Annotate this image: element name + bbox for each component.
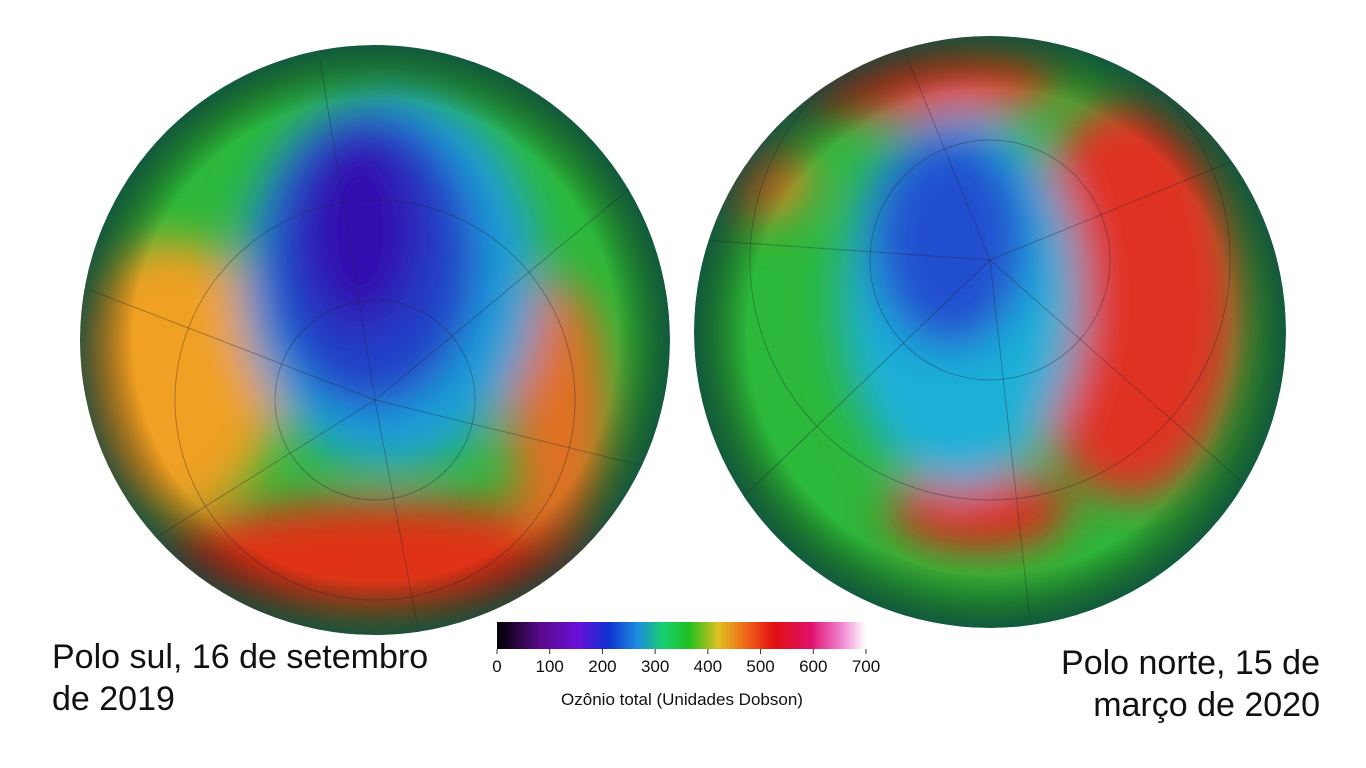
colorbar-tick-label: 500: [746, 657, 774, 676]
colorbar-label: Ozônio total (Unidades Dobson): [561, 690, 803, 709]
colorbar-tick-label: 400: [694, 657, 722, 676]
caption: Polo sul, 16 de setembro de 2019: [52, 638, 429, 718]
colorbar-tick-label: 700: [852, 657, 880, 676]
north-pole-globe: [694, 36, 1286, 628]
colorbar-tick-label: 200: [588, 657, 616, 676]
colorbar-tick-label: 300: [641, 657, 669, 676]
colorbar-tick-label: 600: [799, 657, 827, 676]
south-pole-globe: [80, 45, 670, 635]
colorbar-tick-label: 100: [536, 657, 564, 676]
colorbar: [497, 622, 866, 649]
colorbar-tick-label: 0: [492, 657, 501, 676]
caption: Polo norte, 15 de março de 2020: [1061, 644, 1320, 724]
